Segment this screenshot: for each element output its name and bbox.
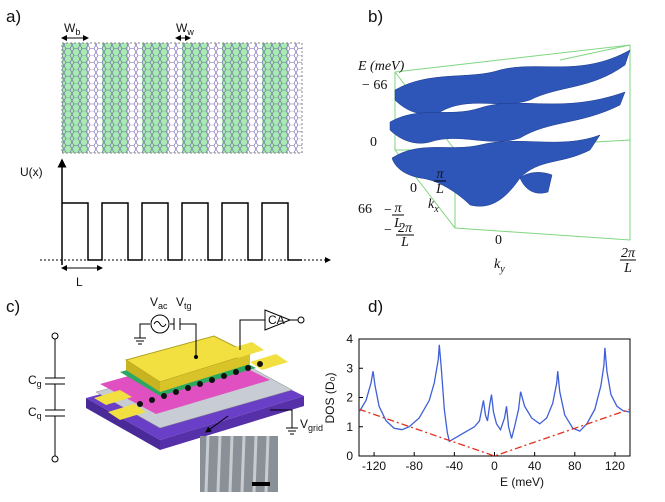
x-tick-label: 0 (491, 459, 498, 473)
tick-label: L (393, 216, 402, 231)
sem-inset (200, 435, 278, 493)
y-tick-label: 3 (346, 361, 353, 375)
tick-label: L (623, 261, 632, 276)
label: Vgrid (300, 417, 323, 433)
plot-frame (358, 338, 631, 457)
wiring (134, 309, 305, 435)
x-tick-label: -120 (362, 459, 386, 473)
tick-label: − 66 (362, 78, 387, 93)
lattice (61, 42, 303, 154)
label: Vac (150, 295, 168, 311)
tick-label: 0 (495, 233, 502, 248)
circuit (45, 332, 65, 463)
tick-label: L (400, 235, 409, 250)
label: CA (268, 313, 285, 327)
band-surface (389, 49, 631, 207)
panel-label: d) (368, 297, 383, 316)
axis-label: ky (494, 257, 505, 275)
tick-label: 0 (370, 135, 377, 150)
tick-label: − (384, 223, 392, 238)
axis-label: E (meV) (357, 59, 405, 74)
y-tick-label: 1 (346, 420, 353, 434)
tick-label: π (394, 201, 402, 216)
label: L (76, 275, 83, 289)
y-axis-label: DOS (D₀) (323, 373, 337, 424)
y-tick-label: 4 (346, 332, 353, 346)
device (86, 335, 304, 450)
x-axis-label: E (meV) (500, 475, 544, 489)
data-line (358, 408, 631, 457)
label: Vtg (176, 295, 192, 311)
label: Ww (176, 21, 194, 37)
tick-label: π (436, 167, 444, 182)
x-tick-label: 40 (528, 459, 542, 473)
label: U(x) (20, 165, 43, 179)
tick-label: 0 (410, 181, 417, 196)
tick-label: − (384, 203, 392, 218)
x-tick-label: -40 (446, 459, 464, 473)
x-tick-label: 120 (605, 459, 625, 473)
tick-label: 2π (398, 221, 413, 236)
tick-label: 2π (621, 246, 636, 261)
tick-label: L (435, 182, 444, 197)
panel-label: a) (6, 7, 21, 26)
square-wave (62, 202, 302, 261)
tick-label: 66 (358, 202, 372, 217)
label: Cq (28, 405, 42, 421)
label: Wb (64, 21, 80, 37)
axis-label: kx (428, 197, 439, 215)
x-tick-label: 80 (568, 459, 582, 473)
data-line (358, 344, 631, 443)
label: Cg (28, 373, 42, 389)
panel-label: c) (6, 297, 20, 316)
plot-area: -120 -80 -40 0 40 80 120 0 1 2 3 4 (346, 332, 631, 473)
y-tick-label: 0 (346, 449, 353, 463)
y-tick-label: 2 (346, 391, 353, 405)
x-tick-label: -80 (406, 459, 424, 473)
panel-label: b) (368, 7, 383, 26)
